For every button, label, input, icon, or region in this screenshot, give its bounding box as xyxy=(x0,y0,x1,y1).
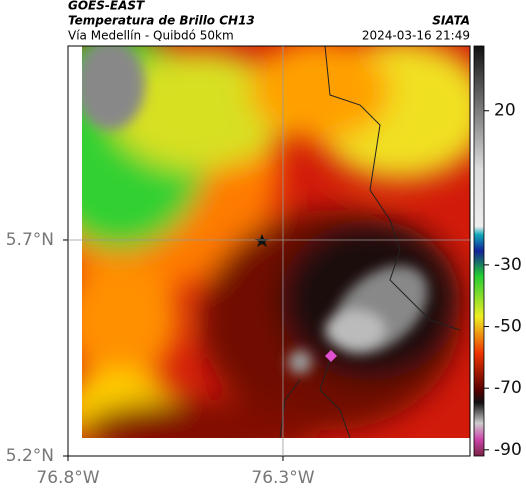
source: GOES-EAST xyxy=(68,0,145,13)
y-tick-label: 5.2°N xyxy=(6,446,54,466)
colorbar-tick-label: -70 xyxy=(494,378,522,398)
x-tick-label: 76.8°W xyxy=(36,468,99,488)
peak-marker xyxy=(325,350,337,362)
subtitle: Vía Medellín - Quibdó 50km xyxy=(68,29,234,43)
colorbar-tick-label: -30 xyxy=(494,255,522,275)
colorbar-tick-label: -50 xyxy=(494,317,522,337)
location-marker xyxy=(255,234,269,247)
colorbar xyxy=(473,45,485,457)
x-tick-label: 76.3°W xyxy=(251,468,314,488)
colorbar-tick-label: 20 xyxy=(494,101,516,121)
timestamp: 2024-03-16 21:49 xyxy=(362,29,470,43)
map-frame xyxy=(67,45,471,457)
title: Temperatura de Brillo CH13 xyxy=(68,14,255,28)
satellite-image xyxy=(82,46,470,438)
y-tick-label: 5.7°N xyxy=(6,230,54,250)
colorbar-tick-label: -90 xyxy=(494,440,522,460)
brand: SIATA xyxy=(432,14,470,28)
